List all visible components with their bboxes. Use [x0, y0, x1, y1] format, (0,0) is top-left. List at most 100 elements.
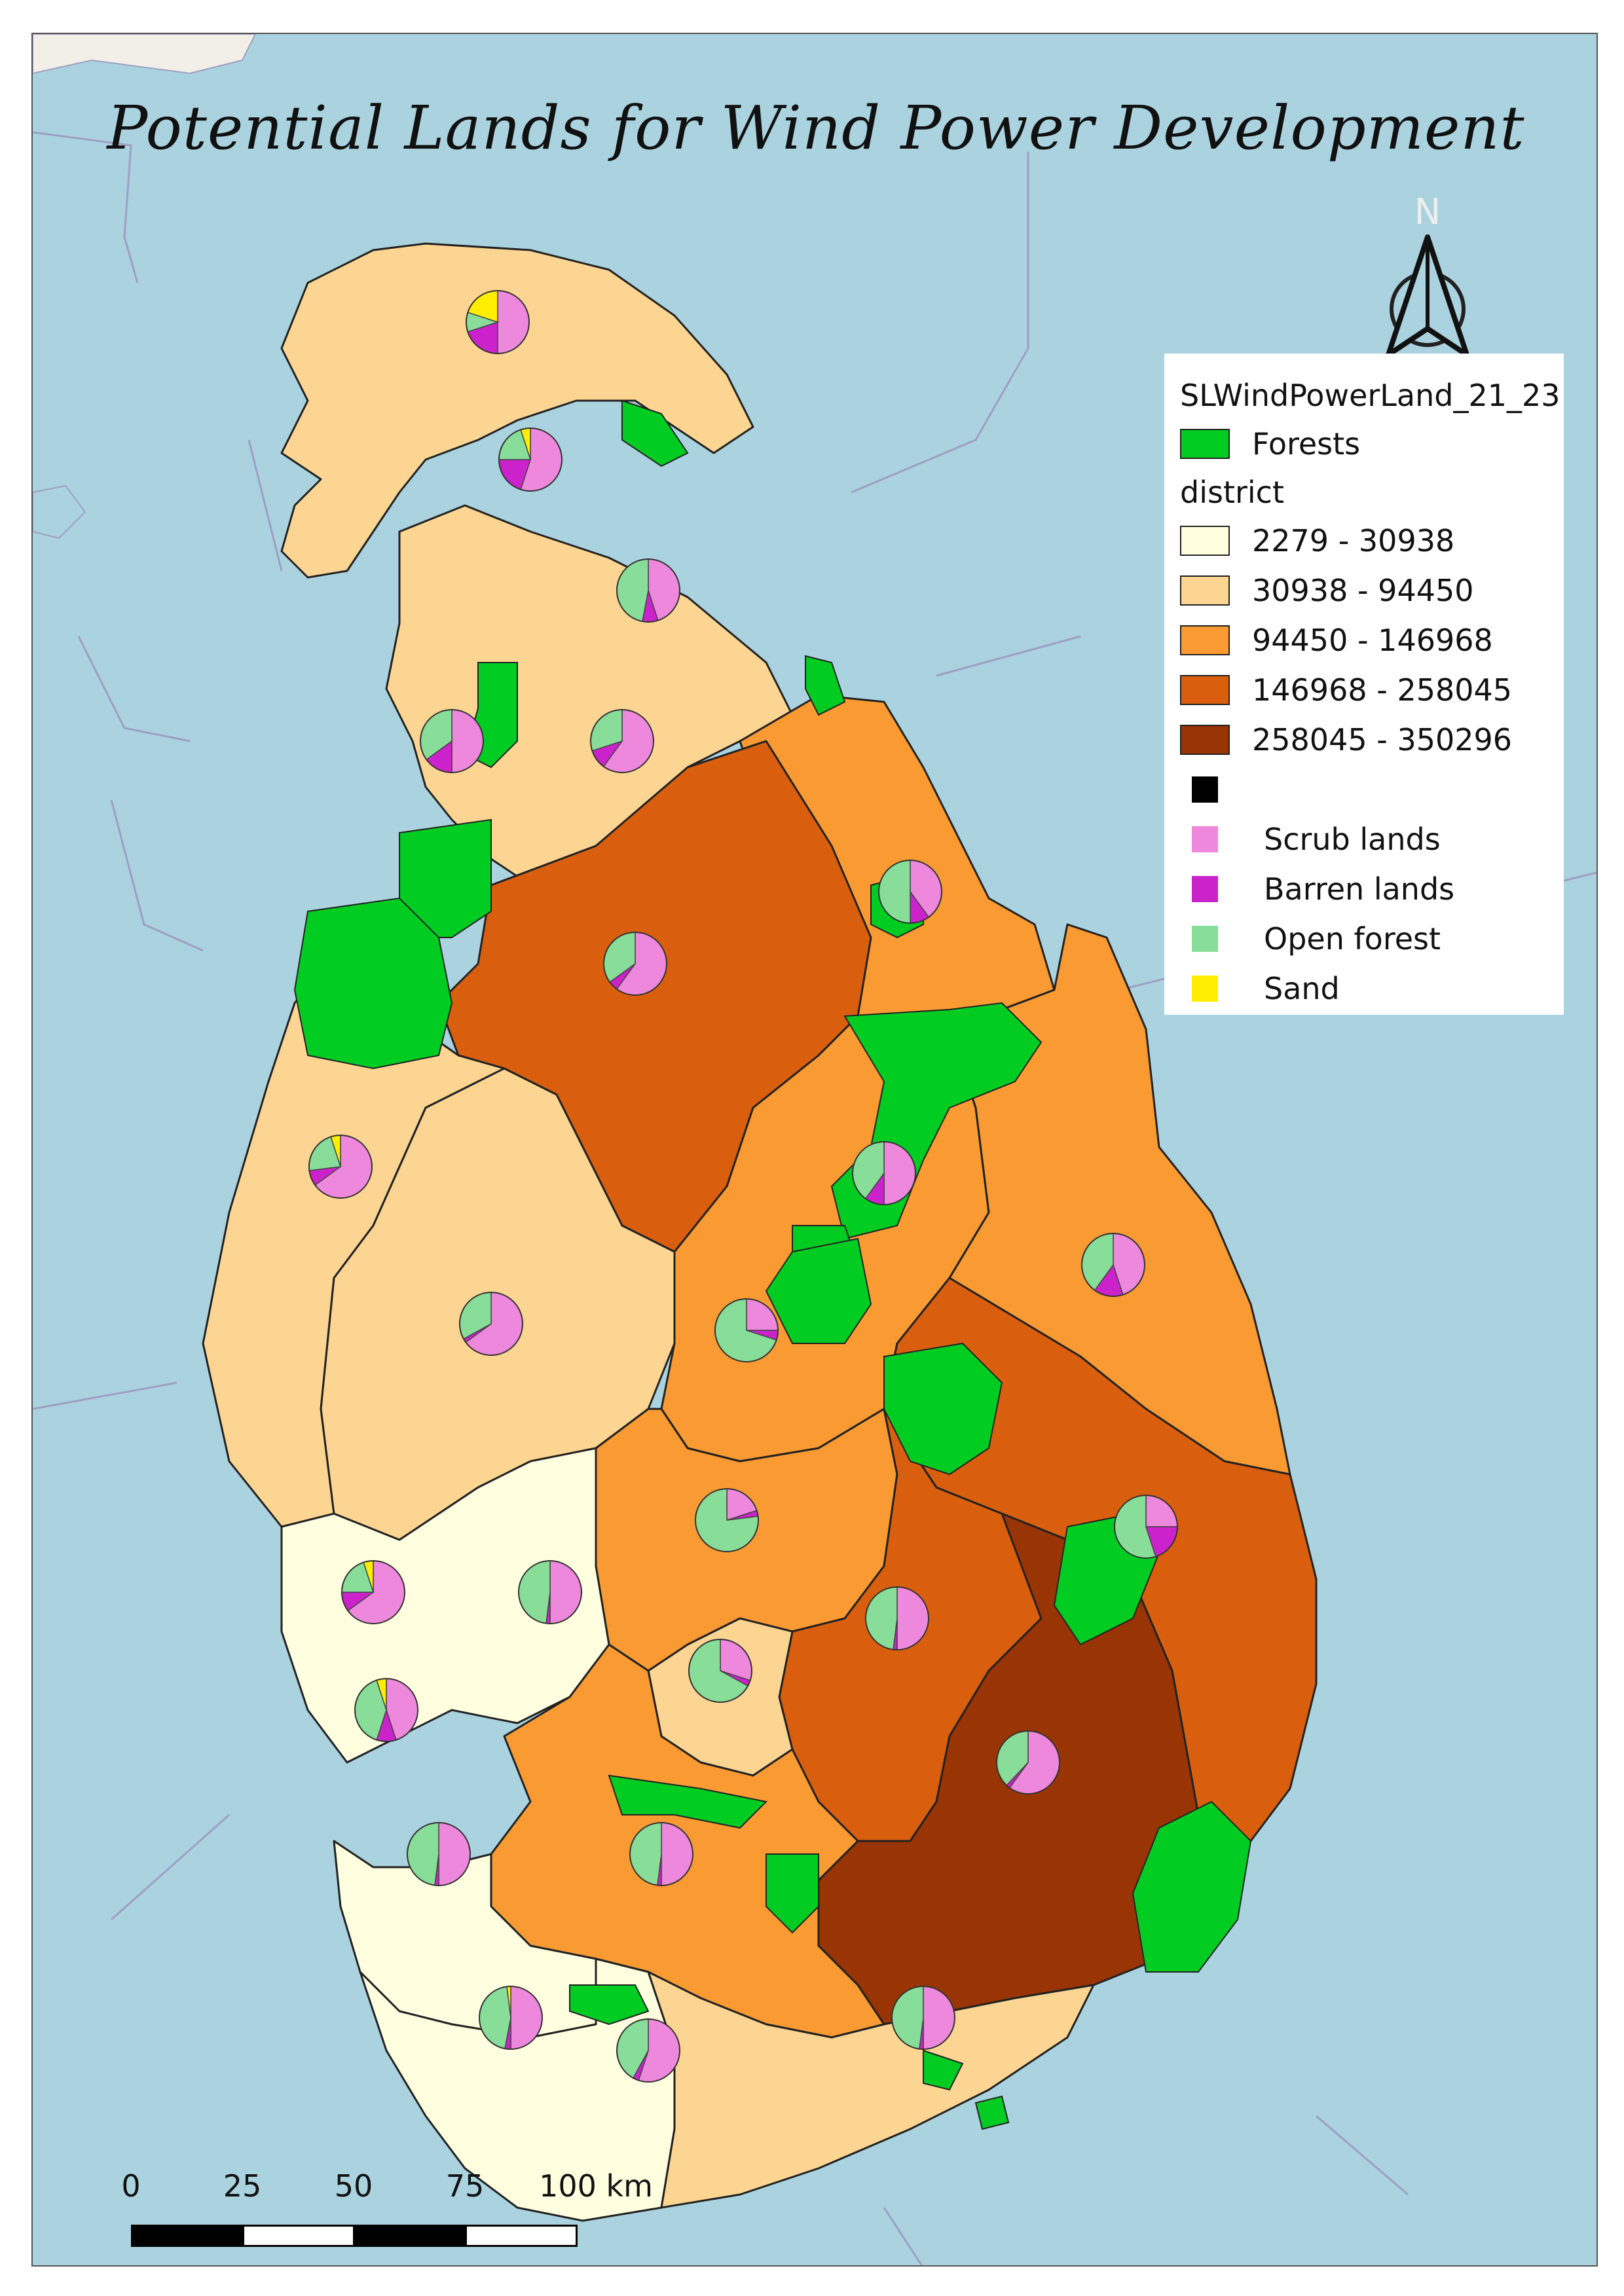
map-title: Potential Lands for Wind Power Developme…: [107, 93, 1525, 163]
pie-chart: [407, 1822, 471, 1886]
pie-outline: [308, 1135, 373, 1199]
pie-chart: [479, 1986, 543, 2050]
mainland-coast: [33, 34, 257, 75]
pie-chart: [629, 1822, 693, 1886]
map-frame: Potential Lands for Wind Power Developme…: [31, 33, 1598, 2267]
pie-chart: [1081, 1233, 1145, 1297]
pie-chart: [466, 290, 530, 354]
pie-chart: [852, 1141, 916, 1205]
pie-outline: [407, 1822, 471, 1886]
legend-label-sand: Sand: [1264, 971, 1340, 1006]
pie-outline: [688, 1639, 752, 1703]
pie-charts: [308, 290, 1178, 2083]
pie-outline: [865, 1586, 929, 1650]
pie-outline: [616, 2018, 680, 2083]
pie-chart: [714, 1298, 779, 1362]
pie-chart: [1114, 1495, 1178, 1559]
pie-outline: [996, 1730, 1060, 1795]
pie-chart: [518, 1560, 582, 1624]
pie-chart: [695, 1488, 759, 1552]
district-hambantota: [647, 1971, 1095, 2209]
legend-swatch-class-1: [1180, 575, 1230, 606]
north-label: N: [1414, 191, 1441, 232]
forest-15: [569, 1984, 650, 2026]
district-north: [280, 242, 754, 579]
forest-16: [923, 2049, 964, 2091]
scale-segment-2: [242, 2225, 355, 2247]
pie-outline: [459, 1292, 523, 1356]
pie-chart: [865, 1586, 929, 1650]
pie-chart: [459, 1292, 523, 1356]
legend-swatch-sand: [1192, 975, 1218, 1002]
forest-17: [974, 2095, 1010, 2130]
pie-outline: [1081, 1233, 1145, 1297]
legend-item-sand: Sand: [1180, 964, 1548, 1013]
legend-item-class-0: 2279 - 30938: [1180, 516, 1548, 566]
legend-swatch-openforest: [1192, 926, 1218, 952]
forest-1: [621, 399, 689, 467]
scale-bar: 0 25 50 75 100 km: [98, 2168, 653, 2260]
legend-label-class-4: 258045 - 350296: [1252, 722, 1513, 757]
legend: SLWindPowerLand_21_23 Forests district 2…: [1164, 354, 1564, 1015]
forest-10: [883, 1342, 1003, 1476]
pie-outline: [590, 709, 654, 773]
scale-label-0: 0: [121, 2168, 141, 2204]
forest-patches: [293, 399, 1252, 2130]
legend-item-class-1: 30938 - 94450: [1180, 566, 1548, 615]
legend-swatch-class-3: [1180, 675, 1230, 705]
pie-chart: [341, 1560, 405, 1624]
forest-14: [608, 1774, 768, 1829]
scale-label-50: 50: [334, 2168, 373, 2204]
legend-label-class-0: 2279 - 30938: [1252, 523, 1455, 558]
scale-label-100: 100 km: [539, 2168, 653, 2204]
pie-outline: [518, 1560, 582, 1624]
legend-swatch-class-4: [1180, 725, 1230, 755]
pie-chart: [354, 1678, 418, 1742]
pie-chart: [420, 709, 484, 773]
pie-chart: [590, 709, 654, 773]
legend-swatch-barren: [1192, 876, 1218, 902]
legend-item-black: [1180, 765, 1548, 814]
forest-2: [805, 655, 846, 716]
pie-chart: [498, 428, 563, 492]
legend-district-heading: district: [1180, 475, 1285, 510]
legend-label-scrub: Scrub lands: [1264, 822, 1441, 857]
pie-outline: [603, 932, 667, 996]
pie-outline: [1114, 1495, 1178, 1559]
pie-chart: [878, 860, 942, 924]
scale-label-25: 25: [223, 2168, 262, 2204]
legend-item-scrub: Scrub lands: [1180, 814, 1548, 864]
pie-chart: [996, 1730, 1060, 1795]
legend-swatch-class-0: [1180, 526, 1230, 556]
pie-outline: [891, 1986, 955, 2050]
forest-5: [293, 897, 453, 1070]
pie-outline: [498, 428, 563, 492]
forest-13: [766, 1853, 819, 1934]
pie-chart: [308, 1135, 373, 1199]
pie-chart: [616, 558, 680, 623]
legend-item-barren: Barren lands: [1180, 864, 1548, 914]
legend-swatch-forests: [1180, 429, 1230, 459]
legend-layer-title: SLWindPowerLand_21_23: [1180, 378, 1560, 413]
pie-chart: [891, 1986, 955, 2050]
legend-label-class-3: 146968 - 258045: [1252, 672, 1513, 708]
pie-outline: [714, 1298, 779, 1362]
legend-item-class-4: 258045 - 350296: [1180, 715, 1548, 765]
pie-chart: [603, 932, 667, 996]
north-arrow: N: [1369, 191, 1486, 361]
legend-swatch-class-2: [1180, 625, 1230, 655]
legend-label-forests: Forests: [1252, 426, 1361, 462]
pie-chart: [688, 1639, 752, 1703]
scale-segment-4: [465, 2225, 578, 2247]
pie-outline: [616, 558, 680, 623]
pie-outline: [629, 1822, 693, 1886]
legend-item-class-3: 146968 - 258045: [1180, 665, 1548, 715]
island-small: [33, 484, 86, 539]
pie-outline: [354, 1678, 418, 1742]
scale-label-75: 75: [445, 2168, 485, 2204]
scale-segment-3: [354, 2225, 466, 2247]
pie-outline: [479, 1986, 543, 2050]
pie-outline: [878, 860, 942, 924]
forest-12: [1132, 1800, 1252, 1973]
legend-label-class-1: 30938 - 94450: [1252, 573, 1474, 608]
